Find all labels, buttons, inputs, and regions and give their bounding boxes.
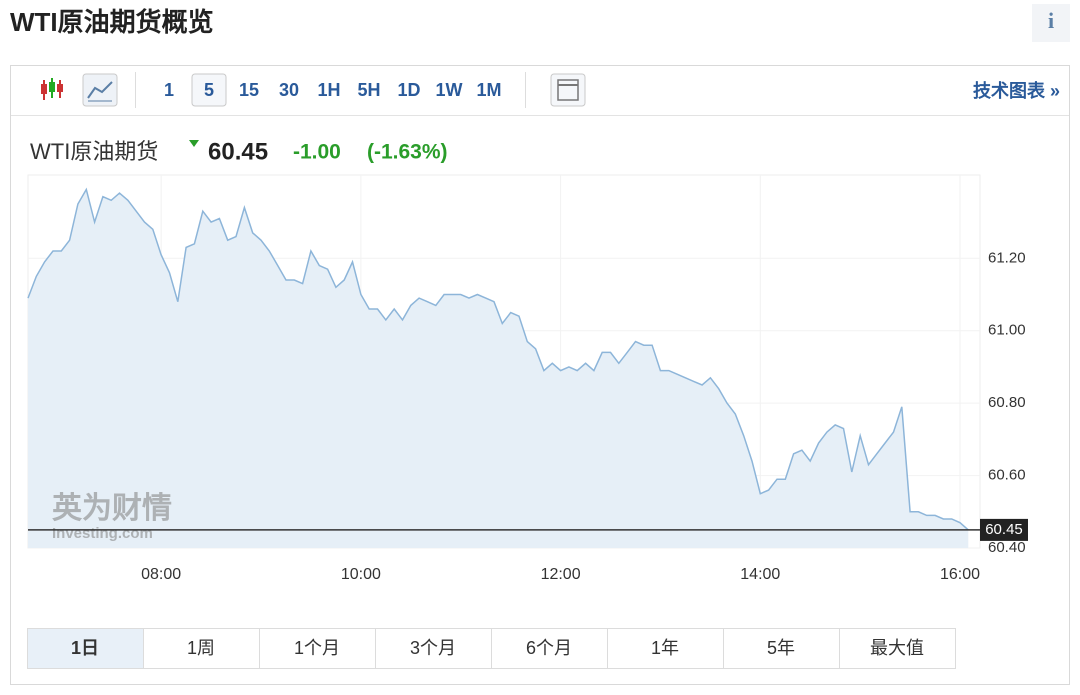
range-button[interactable] [375, 628, 492, 669]
range-button[interactable] [491, 628, 608, 669]
range-label[interactable]: 5年 [767, 638, 795, 658]
page-title: WTI原油期货概览 [10, 7, 214, 37]
x-tick-label: 14:00 [740, 566, 780, 583]
interval-button[interactable]: 1M [476, 80, 501, 100]
info-icon[interactable]: i [1048, 8, 1054, 33]
interval-button[interactable]: 1 [164, 80, 174, 100]
range-label[interactable]: 1日 [71, 638, 99, 658]
y-tick-label: 60.80 [988, 394, 1026, 411]
watermark-brand: 英为财情 [52, 492, 172, 525]
overlay: 60.45 [28, 518, 1028, 541]
x-tick-label: 08:00 [141, 566, 181, 583]
range-button[interactable] [27, 628, 144, 669]
x-tick-label: 12:00 [541, 566, 581, 583]
quote-name: WTI原油期货 [30, 139, 158, 164]
plot [27, 175, 980, 549]
range-button[interactable] [723, 628, 840, 669]
x-tick-label: 10:00 [341, 566, 381, 583]
range-button[interactable] [839, 628, 956, 669]
interval-button[interactable]: 15 [239, 80, 259, 100]
interval-button[interactable]: 1H [317, 80, 340, 100]
watermark-site: Investing.com [52, 525, 153, 542]
y-tick-label: 60.40 [988, 539, 1026, 556]
range-label[interactable]: 3个月 [410, 638, 456, 658]
range-label[interactable]: 1年 [651, 638, 679, 658]
interval-button[interactable]: 1D [397, 80, 420, 100]
interval-button[interactable]: 5 [204, 80, 214, 100]
interval-button[interactable]: 30 [279, 80, 299, 100]
interval-button[interactable]: 5H [357, 80, 380, 100]
table-view-icon [557, 79, 579, 101]
price-line [27, 187, 969, 531]
range-button[interactable] [607, 628, 724, 669]
tech-chart-link[interactable]: 技术图表 » [973, 80, 1060, 101]
interval-button[interactable]: 1W [436, 80, 463, 100]
last-price-label: 60.45 [985, 521, 1023, 538]
range-label[interactable]: 最大值 [870, 638, 924, 658]
quote-price: 60.45 [208, 138, 268, 165]
x-tick-label: 16:00 [940, 566, 980, 583]
range-label[interactable]: 1个月 [294, 638, 340, 658]
down-arrow [189, 140, 199, 147]
area-fill [28, 189, 969, 548]
range-label[interactable]: 1周 [187, 638, 215, 658]
range-button[interactable] [143, 628, 260, 669]
interval-selected[interactable] [191, 73, 227, 107]
y-tick-label: 60.60 [988, 467, 1026, 484]
range-label[interactable]: 6个月 [526, 638, 572, 658]
table-view-button[interactable] [550, 73, 586, 107]
range-button[interactable] [259, 628, 376, 669]
info-button[interactable] [1032, 4, 1070, 42]
line-chart-icon [87, 81, 113, 99]
last-price-box [980, 518, 1028, 541]
y-tick-label: 61.20 [988, 249, 1026, 266]
candlestick-icon[interactable] [41, 78, 63, 100]
y-tick-label: 61.00 [988, 322, 1026, 339]
quote-change: -1.00 [293, 141, 341, 164]
quote-change-pct: (-1.63%) [367, 141, 448, 164]
